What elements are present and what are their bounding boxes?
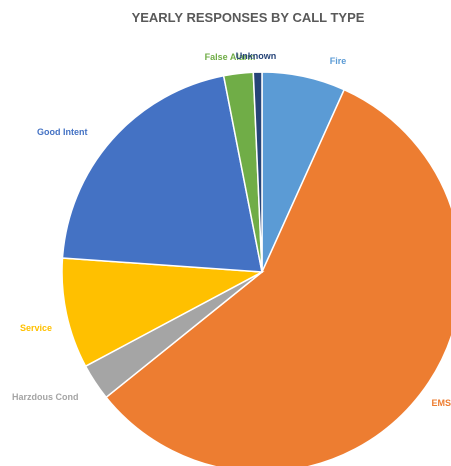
pie-slice-good-intent — [61, 74, 263, 273]
chart-title: YEARLY RESPONSES BY CALL TYPE — [132, 10, 365, 25]
pie-label-fire: Fire — [330, 56, 347, 66]
pie-slices — [61, 71, 451, 466]
pie-label-ems: EMS — [431, 398, 451, 408]
pie-label-unknown: Unknown — [236, 51, 277, 61]
pie-label-good-intent: Good Intent — [37, 127, 88, 137]
pie-slice-unknown — [252, 71, 263, 273]
pie-label-harzdous-cond: Harzdous Cond — [12, 392, 79, 402]
pie-slice-ems — [105, 88, 451, 466]
pie-slice-service — [61, 257, 265, 368]
pie-labels: Fire EMS Harzdous Cond Service Good Intent Fa… — [12, 51, 451, 408]
pie-label-false-alarm: False Alarm — [205, 52, 256, 62]
pie-label-service: Service — [20, 323, 52, 333]
